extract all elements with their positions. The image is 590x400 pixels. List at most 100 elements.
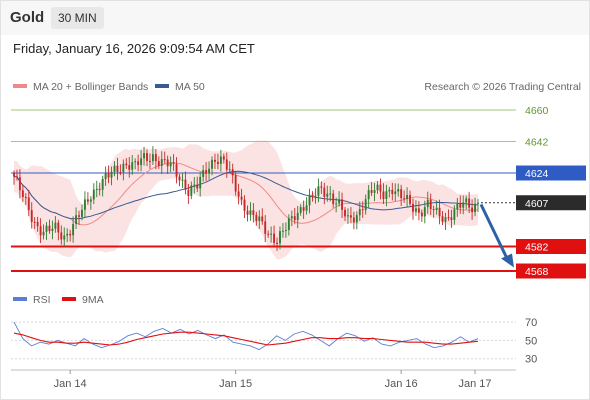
candle-body	[438, 207, 441, 217]
candle	[459, 195, 462, 214]
candle	[78, 210, 80, 225]
candle-body	[125, 163, 128, 166]
candle	[364, 194, 367, 215]
candle	[216, 153, 219, 170]
candle	[66, 228, 69, 242]
candle	[462, 195, 465, 215]
candle	[314, 188, 317, 204]
candle-body	[190, 185, 193, 196]
interval-badge[interactable]: 30 MIN	[51, 7, 104, 29]
candle	[187, 183, 190, 204]
candle-body	[237, 191, 240, 197]
legend-label-ma20: MA 20 + Bollinger Bands	[33, 81, 148, 93]
candle	[373, 182, 376, 202]
candle	[361, 201, 364, 218]
candle	[36, 216, 39, 232]
candle	[308, 188, 311, 214]
candle-body	[172, 162, 175, 164]
legend-swatch-rsi	[13, 297, 27, 301]
candle-body	[119, 171, 122, 173]
candle-body	[341, 199, 344, 210]
moving-averages	[13, 162, 479, 226]
candle	[444, 212, 447, 231]
candle-body	[400, 189, 403, 199]
candle-body	[370, 190, 373, 193]
candle-body	[42, 231, 45, 236]
candle-body	[166, 159, 169, 167]
candle	[341, 192, 344, 218]
candle	[240, 188, 243, 206]
candle	[134, 158, 137, 170]
level-label-4642: 4642	[525, 137, 549, 149]
candle-body	[373, 190, 376, 193]
levels: 4660 4642 4624 4582 4568	[11, 105, 586, 279]
candle	[16, 169, 18, 181]
candle-body	[122, 163, 125, 173]
candle	[246, 205, 249, 222]
candle-body	[364, 199, 367, 211]
candle	[429, 193, 432, 215]
candle	[33, 217, 36, 229]
rsi-tick-70: 70	[525, 317, 537, 329]
candle	[397, 183, 400, 197]
candle	[98, 182, 101, 196]
candle	[435, 200, 438, 215]
candle	[426, 191, 429, 214]
candle	[131, 155, 134, 175]
candle-body	[397, 189, 400, 192]
candle-body	[302, 207, 305, 211]
candle	[27, 189, 30, 217]
candle-body	[323, 187, 326, 197]
candle-body	[184, 179, 187, 190]
candle	[122, 159, 125, 181]
candle-body	[222, 156, 225, 160]
candle-body	[477, 202, 479, 204]
candle	[95, 180, 98, 198]
candle	[379, 178, 382, 200]
candle	[110, 166, 113, 186]
candle	[477, 199, 479, 212]
candle	[279, 226, 281, 250]
bollinger-fill	[14, 140, 478, 260]
candle-body	[314, 195, 317, 197]
candle	[30, 202, 33, 229]
candle-body	[376, 184, 379, 191]
candle	[154, 149, 157, 170]
candle-body	[349, 215, 352, 218]
legend-swatch-ma20	[13, 84, 27, 88]
candle-body	[107, 173, 110, 178]
candle-body	[211, 159, 213, 169]
candle-body	[344, 209, 346, 217]
candle-body	[320, 186, 323, 188]
forecast-arrow-shaft	[479, 203, 510, 262]
candle-body	[379, 184, 382, 192]
candle	[423, 200, 426, 224]
candle-body	[83, 199, 86, 210]
candle	[450, 209, 453, 228]
candle	[326, 185, 329, 202]
level-badge-4568	[516, 263, 586, 279]
legend-swatch-rsi-ma	[62, 297, 76, 301]
candle-body	[63, 235, 66, 240]
candle-body	[317, 186, 320, 196]
candle	[181, 172, 184, 188]
candle-body	[279, 231, 281, 244]
rsi-tick-50: 50	[525, 335, 537, 347]
candle-body	[456, 203, 459, 210]
candle-body	[332, 193, 335, 205]
candle	[107, 165, 110, 184]
candle-body	[110, 171, 113, 178]
candle-body	[98, 189, 101, 191]
candle	[270, 226, 273, 243]
candle	[202, 165, 205, 182]
candle	[160, 151, 163, 175]
legend-label-rsi: RSI	[33, 294, 51, 306]
candle	[163, 151, 166, 164]
legend-swatch-ma50	[155, 84, 169, 88]
candle-body	[299, 207, 302, 213]
candle	[237, 183, 240, 205]
x-tick-label: Jan 17	[459, 378, 492, 390]
candle	[394, 183, 397, 202]
candle	[231, 163, 234, 184]
candle-body	[382, 191, 385, 199]
